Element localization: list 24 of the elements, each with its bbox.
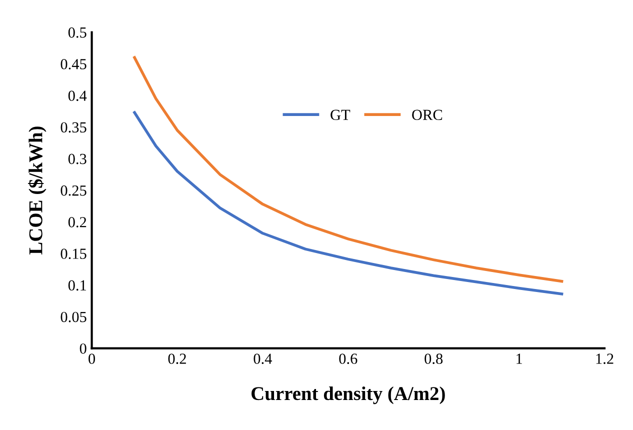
y-axis-title: LCOE ($/kWh) [28,126,46,254]
y-tick-label: 0.5 [68,27,86,38]
x-tick-label: 0.6 [339,354,358,364]
y-tick-label: 0.2 [68,217,86,228]
y-tick-label: 0.45 [60,58,86,70]
y-tick-label: 0.3 [68,154,86,164]
y-tick-label: 0.1 [68,280,86,291]
x-tick-label: 0 [88,354,96,364]
x-tick-label: 1 [516,354,522,364]
y-tick-label: 0.25 [60,185,86,196]
x-tick-label: 0.2 [168,354,186,364]
y-tick-label: 0 [80,343,86,354]
y-tick-label: 0.35 [60,122,86,133]
y-tick-label: 0.05 [60,312,86,322]
x-tick-label: 0.4 [254,354,272,364]
line-series [133,111,564,296]
x-tick-label: 0.8 [424,354,443,364]
legend-label: ORC [412,110,442,120]
y-tick-label: 0.15 [60,248,86,260]
line-series [133,56,564,283]
legend-label: GT [330,110,350,120]
y-tick-label: 0.4 [68,90,87,101]
x-tick-label: 1.2 [596,354,614,364]
x-axis-title: Current density (A/m2) [252,386,445,404]
